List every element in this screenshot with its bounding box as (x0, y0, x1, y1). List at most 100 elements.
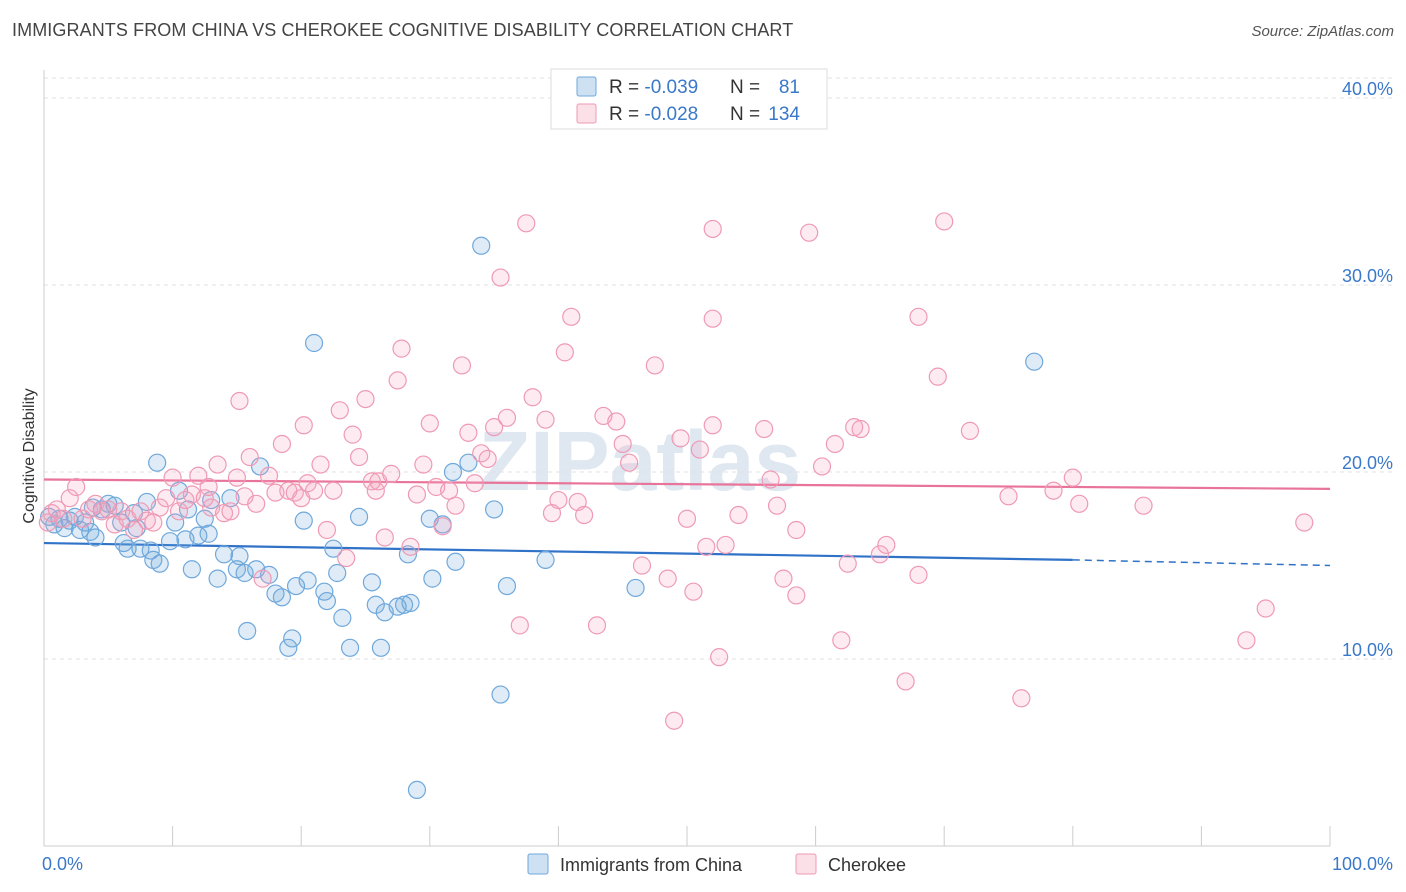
stats-n-label: N = (730, 77, 760, 98)
point-cherokee (523, 388, 542, 407)
point-cherokee (1134, 496, 1153, 515)
point-cherokee (896, 672, 915, 691)
svg-text:R = -0.039: R = -0.039 (609, 77, 698, 98)
point-china (286, 576, 306, 596)
point-cherokee (697, 537, 716, 556)
point-cherokee (356, 389, 375, 409)
point-cherokee (459, 423, 478, 442)
point-cherokee (491, 268, 510, 287)
point-cherokee (845, 418, 864, 437)
point-china (1025, 352, 1044, 371)
y-axis-label: Cognitive Disability (21, 388, 38, 523)
point-cherokee (928, 367, 947, 386)
point-cherokee (150, 498, 169, 517)
point-cherokee (144, 513, 163, 532)
point-cherokee (392, 339, 411, 358)
point-cherokee (298, 474, 317, 493)
point-cherokee (838, 554, 857, 573)
point-cherokee (230, 391, 249, 411)
point-cherokee (549, 490, 568, 510)
point-cherokee (465, 474, 484, 493)
svg-text:N =: N = (730, 104, 760, 125)
point-cherokee (47, 500, 66, 519)
point-china (371, 638, 391, 657)
point-cherokee (446, 496, 465, 515)
point-cherokee (375, 528, 394, 547)
chart-title: IMMIGRANTS FROM CHINA VS CHEROKEE COGNIT… (12, 20, 794, 40)
point-cherokee (240, 447, 259, 467)
point-cherokee (877, 535, 896, 555)
point-cherokee (767, 496, 787, 515)
point-cherokee (60, 489, 79, 508)
point-china (160, 532, 180, 551)
point-cherokee (388, 371, 407, 390)
point-cherokee (1044, 481, 1063, 500)
x-tick-labels: 0.0% 100.0% (42, 854, 1393, 874)
point-cherokee (909, 565, 928, 584)
point-china (485, 500, 504, 519)
legend-swatch-china (527, 853, 549, 875)
axes (43, 70, 1331, 847)
point-cherokee (189, 466, 208, 485)
point-china (443, 462, 463, 482)
point-china (166, 513, 185, 532)
point-china (148, 453, 167, 472)
point-china (398, 545, 418, 564)
point-china (536, 550, 555, 570)
point-cherokee (665, 711, 684, 730)
point-cherokee (787, 586, 806, 605)
point-china (317, 591, 337, 611)
point-china (328, 563, 347, 583)
point-cherokee (54, 509, 73, 528)
point-china (324, 539, 343, 558)
point-cherokee (536, 410, 555, 429)
point-china (349, 507, 369, 527)
point-cherokee (542, 504, 562, 523)
point-cherokee (497, 408, 517, 427)
point-cherokee (67, 477, 86, 497)
point-cherokee (1063, 468, 1082, 487)
point-china (497, 576, 517, 596)
point-cherokee (645, 356, 664, 375)
x-tick-label-end: 100.0% (1332, 854, 1393, 874)
point-cherokee (562, 307, 581, 326)
point-china (283, 629, 302, 648)
source-note: Source: ZipAtlas.com (1251, 23, 1394, 40)
point-cherokee (124, 520, 144, 540)
point-cherokee (620, 453, 639, 472)
point-cherokee (407, 485, 427, 504)
point-china (294, 511, 313, 530)
trend-line-china-extension (1072, 559, 1331, 567)
stats-n-value-cherokee: 134 (768, 104, 800, 125)
point-cherokee (1012, 689, 1031, 708)
stats-n-value-china: 81 (779, 77, 800, 98)
point-china (221, 489, 240, 508)
point-cherokee (774, 569, 793, 588)
point-cherokee (671, 429, 690, 448)
x-tick-label-start: 0.0% (42, 854, 83, 874)
point-cherokee (832, 631, 851, 650)
point-cherokee (787, 520, 806, 540)
point-cherokee (304, 481, 324, 500)
point-china (199, 524, 218, 543)
point-cherokee (73, 509, 92, 528)
point-cherokee (169, 502, 189, 521)
point-cherokee (317, 520, 337, 540)
watermark: ZIPatlas (479, 414, 801, 508)
point-cherokee (703, 309, 722, 328)
point-cherokee (420, 414, 439, 433)
point-china (304, 333, 324, 353)
point-cherokee (510, 616, 529, 635)
point-cherokee (761, 470, 780, 489)
point-cherokee (311, 455, 330, 474)
point-cherokee (909, 307, 928, 326)
point-cherokee (382, 464, 401, 483)
stats-r-label: R = (609, 77, 644, 98)
point-china (279, 638, 298, 657)
point-cherokee (690, 440, 709, 459)
point-cherokee (137, 511, 156, 530)
point-cherokee (825, 434, 844, 454)
point-cherokee (568, 492, 587, 512)
point-china (333, 608, 352, 627)
